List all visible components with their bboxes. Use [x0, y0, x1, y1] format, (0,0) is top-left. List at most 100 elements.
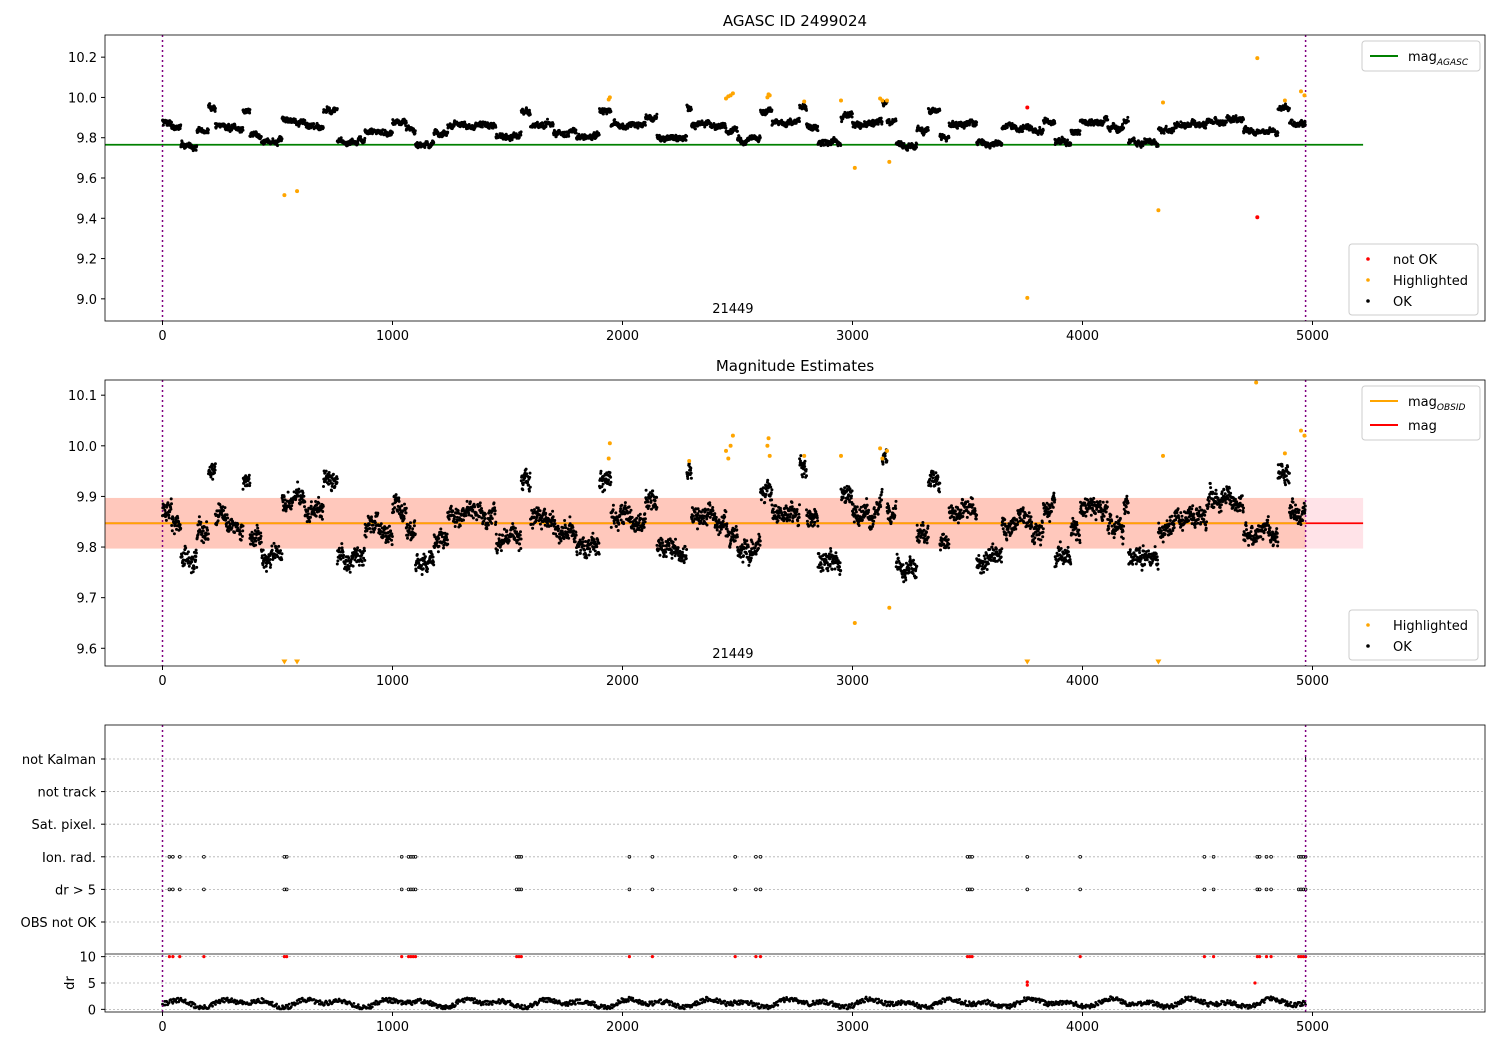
ok-point [335, 562, 339, 566]
legend-point-label: Highlighted [1393, 274, 1468, 289]
ok-point [261, 548, 265, 552]
ok-point [236, 522, 240, 526]
ok-point [333, 484, 337, 488]
highlighted-point [1255, 56, 1260, 61]
ok-point [370, 515, 373, 519]
ok-point [369, 530, 373, 534]
ok-point [816, 129, 820, 133]
ok-point [342, 553, 346, 557]
ok-point [1078, 129, 1082, 133]
ok-point [519, 130, 523, 134]
ok-point [194, 551, 198, 555]
ok-point [926, 126, 930, 130]
ok-point [1276, 133, 1280, 137]
ok-point [643, 123, 647, 127]
ok-point [194, 548, 198, 552]
ok-point [371, 523, 375, 527]
ok-point [1066, 138, 1069, 142]
ok-point [724, 126, 728, 130]
ok-point [894, 119, 898, 123]
ok-point [850, 115, 854, 119]
ok-point [180, 555, 184, 559]
ok-point [205, 520, 209, 524]
x-tick-label: 5000 [1296, 329, 1329, 344]
ok-point [445, 532, 449, 536]
ok-point [1303, 120, 1307, 124]
ok-point [406, 533, 410, 537]
ok-point [1156, 144, 1160, 148]
ok-point [276, 144, 279, 148]
ok-point [655, 115, 659, 119]
ok-points [161, 99, 1307, 153]
ok-point [393, 506, 397, 510]
ok-point [356, 141, 360, 145]
ok-point [303, 505, 306, 509]
ok-point [197, 515, 201, 519]
ok-point [392, 510, 396, 514]
ok-point [406, 536, 409, 540]
x-tick-label: 4000 [1066, 329, 1099, 344]
ok-point [297, 487, 301, 491]
legend-line-subscript: AGASC [1436, 58, 1469, 68]
ok-point [412, 524, 416, 528]
ok-point [162, 503, 166, 507]
ok-point [451, 509, 455, 513]
ok-point [770, 108, 774, 112]
ok-point [947, 136, 951, 140]
ok-point [308, 520, 312, 524]
ok-point [1005, 125, 1009, 129]
y-tick-label: 9.4 [76, 212, 97, 227]
ok-point [194, 558, 198, 562]
ok-point [915, 142, 919, 146]
ok-point [213, 462, 217, 466]
ok-point [254, 536, 258, 540]
ok-point [195, 565, 199, 569]
ok-point [528, 113, 532, 116]
ok-point [303, 119, 307, 122]
ok-point [390, 535, 394, 538]
ok-point [404, 506, 408, 510]
y-tick-label: 10.0 [68, 91, 97, 106]
ok-point [206, 131, 210, 135]
ok-point [879, 116, 883, 120]
ok-point [1303, 123, 1307, 127]
ok-point [446, 542, 450, 546]
legend-point-swatch [1366, 257, 1370, 261]
ok-point [272, 541, 276, 545]
ok-point [1287, 106, 1291, 110]
ok-point [839, 144, 843, 147]
ok-point [421, 567, 425, 571]
ok-point [390, 131, 394, 135]
ok-point [264, 564, 268, 568]
ok-point [1132, 137, 1136, 141]
plot-frame [104, 34, 1486, 322]
ok-point [282, 495, 286, 499]
ok-point [735, 126, 739, 130]
ok-point [876, 122, 880, 126]
ok-point [289, 507, 293, 511]
ok-point [279, 549, 282, 553]
ok-point [225, 513, 229, 517]
ok-point [1276, 131, 1280, 135]
ok-point [357, 563, 361, 567]
ok-point [239, 538, 243, 542]
ok-point [317, 495, 321, 499]
ok-point [413, 519, 417, 523]
ok-point [172, 532, 176, 536]
ok-point [213, 465, 217, 469]
ok-point [449, 504, 453, 508]
ok-point [446, 130, 450, 134]
ok-point [216, 519, 220, 523]
highlighted-point [282, 193, 287, 198]
ok-point [337, 546, 341, 550]
highlighted-point [887, 159, 892, 164]
ok-point [167, 516, 171, 520]
ok-point [290, 504, 294, 508]
ok-point [1224, 120, 1228, 124]
ok-point [170, 529, 174, 533]
ok-point [259, 534, 263, 538]
ok-point [432, 563, 436, 567]
ok-point [254, 543, 258, 547]
ok-point [273, 556, 277, 559]
